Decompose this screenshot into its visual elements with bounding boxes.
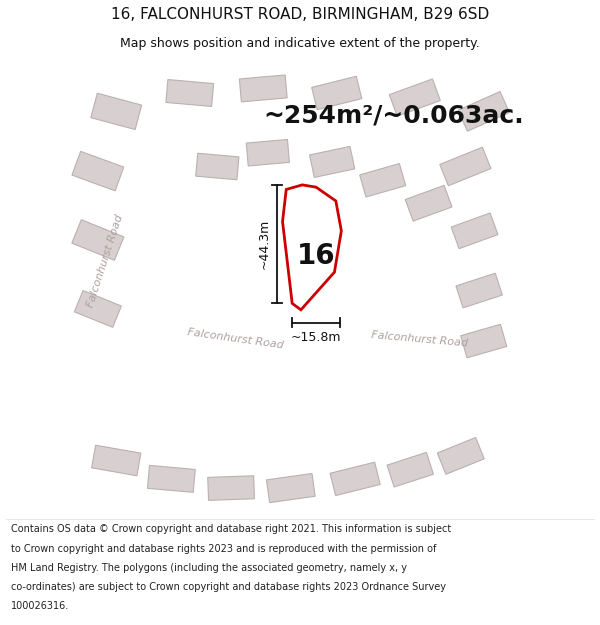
Polygon shape xyxy=(72,219,124,261)
Text: co-ordinates) are subject to Crown copyright and database rights 2023 Ordnance S: co-ordinates) are subject to Crown copyr… xyxy=(11,582,446,592)
Polygon shape xyxy=(92,445,141,476)
Polygon shape xyxy=(440,148,491,186)
Polygon shape xyxy=(148,466,195,492)
Polygon shape xyxy=(437,438,484,474)
Polygon shape xyxy=(196,153,239,180)
Text: Map shows position and indicative extent of the property.: Map shows position and indicative extent… xyxy=(120,38,480,51)
Polygon shape xyxy=(166,79,214,106)
Polygon shape xyxy=(91,93,142,129)
Text: to Crown copyright and database rights 2023 and is reproduced with the permissio: to Crown copyright and database rights 2… xyxy=(11,544,436,554)
Polygon shape xyxy=(246,139,289,166)
Polygon shape xyxy=(283,185,341,310)
Polygon shape xyxy=(72,151,124,191)
Text: ~44.3m: ~44.3m xyxy=(257,219,270,269)
Text: Falconhurst Road: Falconhurst Road xyxy=(187,327,284,351)
Text: 100026316.: 100026316. xyxy=(11,601,69,611)
Polygon shape xyxy=(456,273,502,308)
Text: 16, FALCONHURST ROAD, BIRMINGHAM, B29 6SD: 16, FALCONHURST ROAD, BIRMINGHAM, B29 6S… xyxy=(111,6,489,21)
Text: HM Land Registry. The polygons (including the associated geometry, namely x, y: HM Land Registry. The polygons (includin… xyxy=(11,562,407,572)
Polygon shape xyxy=(389,79,440,116)
Text: ~15.8m: ~15.8m xyxy=(291,331,341,344)
Text: 16: 16 xyxy=(297,242,335,270)
Polygon shape xyxy=(330,462,380,496)
Polygon shape xyxy=(405,186,452,221)
Polygon shape xyxy=(387,452,433,487)
Polygon shape xyxy=(266,474,315,502)
Polygon shape xyxy=(310,146,355,177)
Polygon shape xyxy=(74,291,121,328)
Polygon shape xyxy=(461,324,507,357)
Text: Falconhurst Road: Falconhurst Road xyxy=(85,213,125,308)
Text: ~254m²/~0.063ac.: ~254m²/~0.063ac. xyxy=(263,104,524,128)
Polygon shape xyxy=(451,213,498,249)
Polygon shape xyxy=(359,164,406,197)
Polygon shape xyxy=(311,76,362,110)
Polygon shape xyxy=(458,91,509,131)
Text: Falconhurst Road: Falconhurst Road xyxy=(371,329,468,348)
Polygon shape xyxy=(208,476,254,501)
Polygon shape xyxy=(239,75,287,102)
Text: Contains OS data © Crown copyright and database right 2021. This information is : Contains OS data © Crown copyright and d… xyxy=(11,524,451,534)
